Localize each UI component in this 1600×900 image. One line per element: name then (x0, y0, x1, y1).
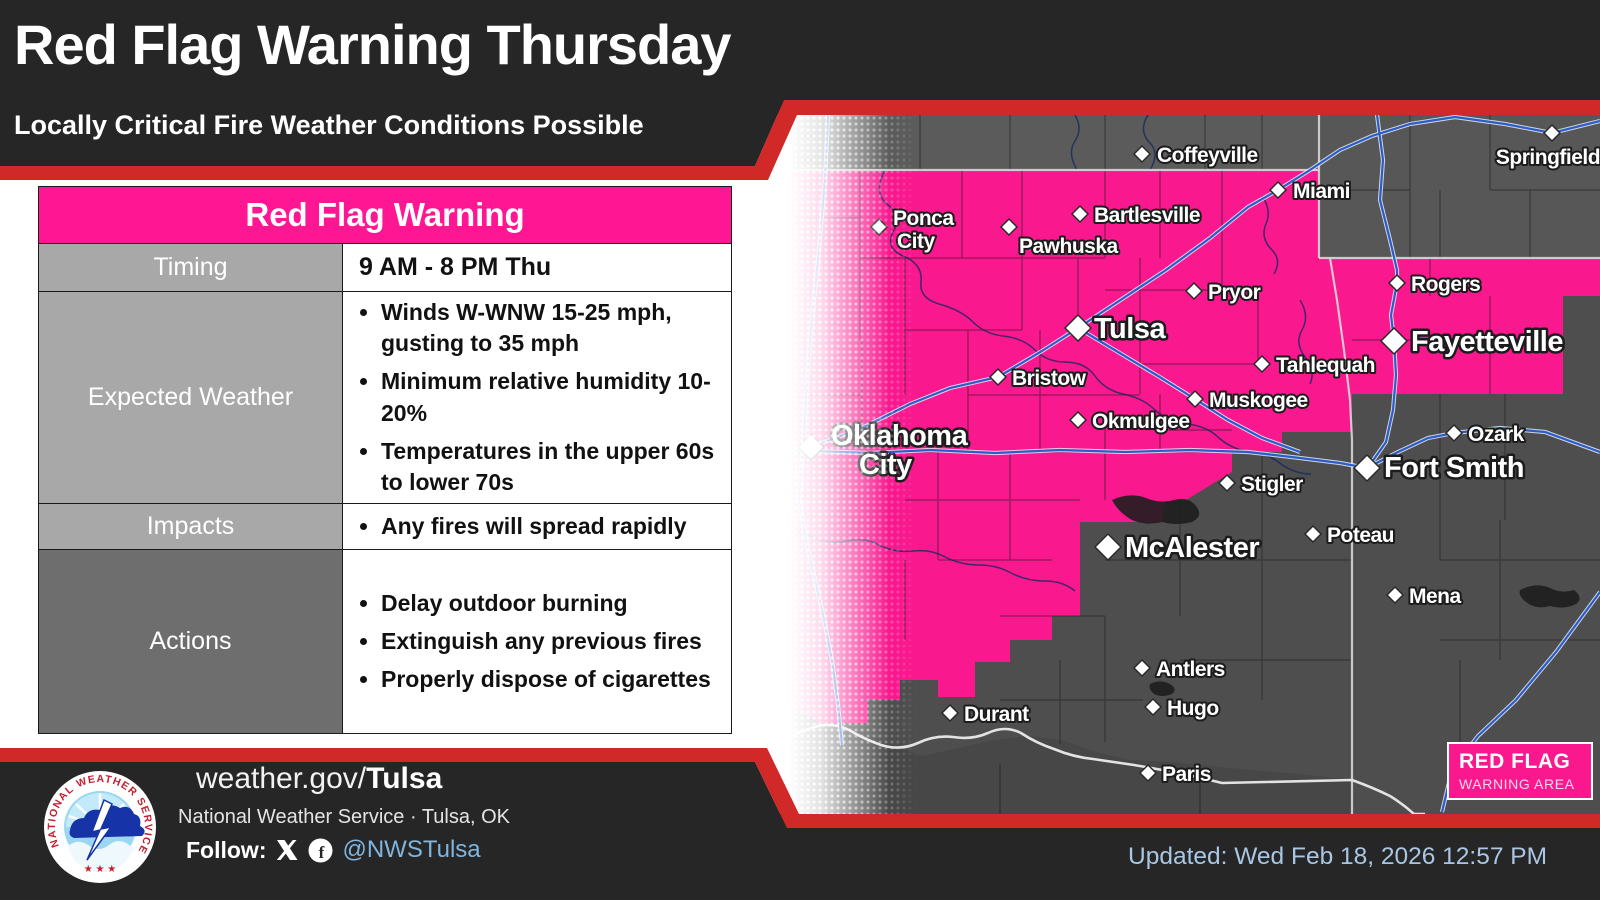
city-marker (1387, 273, 1407, 293)
city-marker (1379, 326, 1409, 356)
city-marker (1063, 313, 1093, 343)
city-label: Okmulgee (1092, 410, 1190, 433)
map-legend: RED FLAG WARNING AREA (1447, 742, 1593, 800)
timing-value-list: 9 AM - 8 PM Thu (343, 244, 551, 292)
city-marker (1268, 180, 1288, 200)
city-marker (1132, 658, 1152, 678)
map-halftone-fade (775, 115, 925, 814)
city-marker (1132, 144, 1152, 164)
table-bullet-item: Delay outdoor burning (381, 588, 711, 619)
table-bullet-item: Extinguish any previous fires (381, 626, 711, 657)
city-label: Tahlequah (1276, 354, 1375, 377)
table-bullet-item: Any fires will spread rapidly (381, 511, 687, 542)
city-marker (1303, 524, 1323, 544)
city-marker (1352, 453, 1382, 483)
row-value-actions: Delay outdoor burning Extinguish any prev… (343, 549, 731, 733)
social-follow: Follow: f @NWSTulsa (186, 836, 481, 864)
city-marker (1068, 410, 1088, 430)
city-marker (1252, 354, 1272, 374)
table-bullet-item: Minimum relative humidity 10-20% (381, 366, 731, 428)
city-label: Bartlesville (1094, 204, 1200, 227)
facebook-icon: f (308, 838, 333, 862)
row-label-impacts: Impacts (39, 503, 343, 549)
page-title: Red Flag Warning Thursday (14, 13, 732, 76)
x-twitter-icon (277, 840, 298, 860)
city-marker (940, 703, 960, 723)
legend-title: RED FLAG (1459, 750, 1571, 774)
city-label: Poteau (1327, 524, 1394, 547)
city-marker (1093, 532, 1123, 562)
row-value-expected-weather: Winds W-WNW 15-25 mph, gusting to 35 mph… (343, 291, 731, 503)
city-label: Pryor (1208, 281, 1261, 304)
city-label: Durant (964, 703, 1029, 726)
nws-logo: NATIONAL WEATHER SERVICE ★ ★ ★ (44, 771, 156, 883)
office-name: National Weather Service · Tulsa, OK (178, 806, 510, 828)
city-marker (1444, 423, 1464, 443)
page-subtitle: Locally Critical Fire Weather Conditions… (14, 110, 644, 140)
missouri-region (1319, 115, 1600, 258)
city-marker (999, 217, 1019, 237)
city-label: Springfield (1496, 146, 1600, 169)
row-label-actions: Actions (39, 549, 343, 733)
city-marker (1185, 389, 1205, 409)
table-bullet-item: 9 AM - 8 PM Thu (359, 252, 552, 281)
city-marker (1143, 697, 1163, 717)
hugo-lake (1149, 681, 1175, 696)
lake-near-mena (1519, 585, 1580, 608)
table-bullet-item: Temperatures in the upper 60s to lower 7… (381, 436, 731, 498)
city-label: Paris (1162, 763, 1211, 786)
warning-details-table: Red Flag Warning Timing 9 AM - 8 PM Thu … (38, 186, 732, 734)
table-title: Red Flag Warning (39, 187, 731, 243)
row-value-timing: 9 AM - 8 PM Thu (343, 243, 731, 291)
city-marker (1184, 281, 1204, 301)
city-label: Bristow (1012, 367, 1087, 390)
city-label: Antlers (1156, 658, 1225, 681)
lake-eufaula (1112, 495, 1200, 524)
city-label: McAlester (1125, 532, 1259, 564)
city-label: Rogers (1411, 273, 1480, 296)
table-bullet-item: Winds W-WNW 15-25 mph, gusting to 35 mph (381, 297, 731, 359)
city-marker (988, 367, 1008, 387)
city-label: Hugo (1167, 697, 1219, 720)
city-label: Pawhuska (1019, 235, 1119, 258)
city-marker (1385, 585, 1405, 605)
city-label: Fort Smith (1384, 452, 1524, 484)
city-marker (1217, 473, 1237, 493)
svg-text:f: f (319, 843, 325, 862)
city-label: Coffeyville (1157, 144, 1258, 167)
social-handle: @NWSTulsa (342, 836, 481, 863)
actions-list: Delay outdoor burning Extinguish any prev… (343, 581, 711, 702)
city-marker (1070, 204, 1090, 224)
row-label-timing: Timing (39, 243, 343, 291)
city-marker (1138, 763, 1158, 783)
city-label: Mena (1409, 585, 1462, 608)
impacts-list: Any fires will spread rapidly (343, 504, 687, 549)
site-prefix: weather.gov/ (196, 762, 367, 795)
updated-timestamp: Updated: Wed Feb 18, 2026 12:57 PM (1128, 843, 1548, 870)
city-label: Stigler (1241, 473, 1303, 496)
city-label: Tulsa (1094, 313, 1166, 345)
city-label: Ozark (1468, 423, 1525, 446)
table-bullet-item: Properly dispose of cigarettes (381, 664, 711, 695)
site-office: Tulsa (366, 762, 443, 795)
website-url: weather.gov/Tulsa (196, 762, 442, 796)
city-label: Miami (1293, 180, 1350, 203)
row-value-impacts: Any fires will spread rapidly (343, 503, 731, 549)
city-label: Muskogee (1209, 389, 1308, 412)
follow-label: Follow: (186, 836, 267, 863)
city-label: Fayetteville (1411, 326, 1563, 358)
legend-subtitle: WARNING AREA (1459, 775, 1575, 792)
logo-stars: ★ ★ ★ (84, 864, 116, 875)
row-label-expected-weather: Expected Weather (39, 291, 343, 503)
city-marker (1542, 123, 1562, 143)
expected-weather-list: Winds W-WNW 15-25 mph, gusting to 35 mph… (343, 290, 731, 504)
